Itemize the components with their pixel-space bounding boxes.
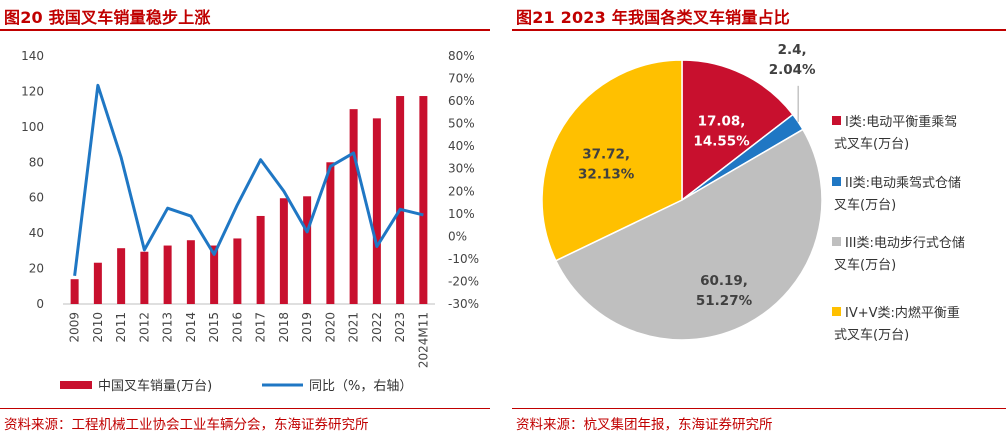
- sales-bar: [419, 96, 428, 304]
- right-axis-tick: 80%: [448, 49, 475, 63]
- left-chart-title: 图20 我国叉车销量稳步上涨: [4, 8, 211, 27]
- right-axis-tick: 30%: [448, 162, 475, 176]
- left-title-rule: [0, 29, 490, 31]
- right-axis-tick: 60%: [448, 94, 475, 108]
- sales-bar: [70, 279, 79, 304]
- left-source-rule: [0, 408, 490, 409]
- x-axis-tick: 2021: [347, 312, 361, 343]
- pie-legend-label: I类:电动平衡重乘驾: [845, 114, 957, 130]
- sales-bar: [233, 238, 242, 304]
- x-axis-tick: 2010: [91, 312, 105, 343]
- left-source-note: 资料来源：工程机械工业协会工业车辆分会，东海证券研究所: [4, 417, 369, 433]
- pie-legend-swatch: [832, 177, 841, 186]
- category-pie-chart: 17.08, 14.55% 60.19, 51.27% 37.72, 32.13% 2.4,…: [541, 42, 965, 343]
- pie-label-class3: 60.19,: [700, 273, 748, 289]
- right-source-rule: [512, 408, 1006, 409]
- right-axis-tick: 20%: [448, 184, 475, 198]
- sales-bar: [372, 118, 381, 305]
- sales-bar: [303, 196, 312, 304]
- pie-label-class1: 17.08,: [698, 114, 746, 130]
- legend-line-label: 同比（%，右轴）: [309, 379, 412, 394]
- left-axis-tick: 40: [29, 226, 44, 240]
- sales-bar: [93, 262, 102, 304]
- x-axis-tick: 2014: [184, 312, 198, 343]
- sales-bar: [186, 240, 195, 304]
- x-axis-tick: 2012: [137, 312, 151, 343]
- sales-bar: [210, 245, 219, 304]
- pie-legend-swatch: [832, 307, 841, 316]
- x-axis-tick: 2015: [207, 312, 221, 343]
- right-axis-tick: 50%: [448, 117, 475, 131]
- right-axis-tick: 70%: [448, 72, 475, 86]
- right-axis-tick: 40%: [448, 139, 475, 153]
- legend-bar-label: 中国叉车销量(万台): [98, 378, 212, 394]
- x-axis-tick: 2018: [277, 312, 291, 343]
- right-axis-tick: 10%: [448, 207, 475, 221]
- sales-bar: [326, 162, 335, 304]
- sales-bar: [396, 96, 405, 304]
- pie-label-class4: 37.72,: [582, 146, 630, 162]
- pie-legend-label: II类:电动乘驾式仓储: [845, 176, 961, 191]
- pie-slice: [541, 59, 683, 262]
- x-axis-tick: 2016: [230, 312, 244, 343]
- sales-bar: [349, 109, 358, 305]
- pie-legend-label: 叉车(万台): [834, 197, 896, 213]
- yoy-line: [73, 83, 424, 276]
- x-axis-tick: 2017: [254, 312, 268, 343]
- pie-legend-swatch: [832, 116, 841, 125]
- pie-label-class2: 2.4,: [778, 42, 807, 58]
- pie-label-class3: 51.27%: [696, 293, 753, 309]
- right-axis-tick: -30%: [448, 297, 479, 311]
- x-axis-tick: 2011: [114, 312, 128, 343]
- x-axis-tick: 2020: [323, 312, 337, 343]
- pie-label-class2: 2.04%: [769, 62, 816, 78]
- pie-label-class1: 14.55%: [693, 134, 750, 150]
- pie-legend-swatch: [832, 237, 841, 246]
- left-axis-tick: 60: [29, 191, 44, 205]
- right-axis-tick: -10%: [448, 252, 479, 266]
- x-axis-tick: 2009: [68, 312, 82, 343]
- pie-slice: [554, 128, 823, 341]
- right-title-rule: [512, 29, 1006, 31]
- left-axis-tick: 80: [29, 155, 44, 169]
- legend-bar-swatch: [60, 381, 92, 389]
- left-axis-tick: 100: [21, 120, 44, 134]
- sales-bar: [256, 215, 265, 304]
- right-source-note: 资料来源：杭叉集团年报，东海证券研究所: [516, 417, 773, 433]
- pie-legend-label: IV+V类:内燃平衡重: [845, 305, 960, 321]
- x-axis-tick: 2022: [370, 312, 384, 343]
- pie-slice: [681, 59, 794, 202]
- pie-legend-label: 叉车(万台): [834, 257, 896, 273]
- right-axis-tick: 0%: [448, 229, 467, 243]
- x-axis-tick: 2013: [161, 312, 175, 343]
- x-axis-tick: 2023: [393, 312, 407, 343]
- pie-label-class4: 32.13%: [578, 166, 635, 182]
- right-axis-tick: -20%: [448, 274, 479, 288]
- sales-bar: [279, 198, 288, 304]
- sales-bar: [140, 251, 149, 304]
- pie-legend-label: III类:电动步行式仓储: [845, 236, 965, 251]
- right-chart-title: 图21 2023 年我国各类叉车销量占比: [516, 8, 790, 27]
- x-axis-tick: 2019: [300, 312, 314, 343]
- left-axis-tick: 0: [36, 297, 44, 311]
- x-axis-tick: 2024M11: [416, 312, 430, 368]
- sales-bar: [163, 245, 172, 304]
- pie-legend-label: 式叉车(万台): [834, 327, 909, 343]
- left-axis-tick: 140: [21, 49, 44, 63]
- left-axis-tick: 120: [21, 84, 44, 98]
- sales-bar: [117, 248, 126, 304]
- sales-combo-chart: 0 20 40 60 80 100 120 140 -30% -20% -10% 0% 10% 20% 30…: [21, 49, 479, 394]
- pie-legend-label: 式叉车(万台): [834, 136, 909, 152]
- left-axis-tick: 20: [29, 262, 44, 276]
